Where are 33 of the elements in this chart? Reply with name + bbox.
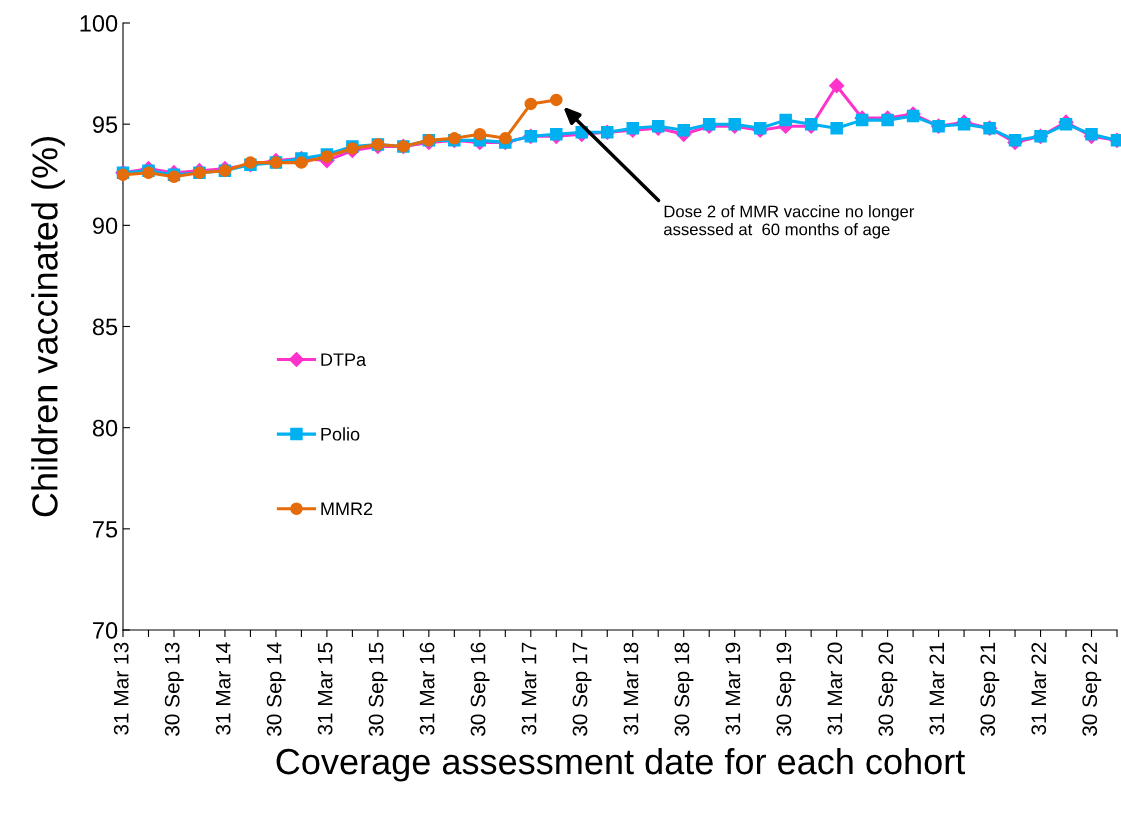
y-tick-label: 75 [93, 521, 118, 538]
x-tick-label: 31 Mar 17 [521, 642, 537, 735]
x-tick-label: 30 Sep 17 [572, 642, 592, 736]
y-axis-title: Children vaccinated (%) [31, 137, 65, 517]
x-tick-label: 30 Sep 22 [1082, 642, 1102, 736]
x-tick-label: 30 Sep 18 [674, 642, 694, 736]
x-tick-label: 31 Mar 21 [929, 642, 945, 735]
x-tick-label: 30 Sep 21 [980, 642, 1000, 736]
legend-label: Polio [321, 427, 360, 441]
x-tick-label: 30 Sep 15 [368, 642, 388, 736]
legend-label: DTPa [321, 353, 367, 366]
x-tick-label: 30 Sep 16 [470, 642, 490, 736]
x-tick-label: 31 Mar 20 [827, 642, 843, 735]
x-tick-label: 30 Sep 20 [878, 642, 898, 736]
y-tick-label: 80 [92, 419, 118, 437]
x-tick-label: 31 Mar 18 [623, 642, 639, 735]
y-tick-label: 100 [80, 15, 118, 32]
y-tick-label: 90 [92, 217, 118, 235]
annotation: Dose 2 of MMR vaccine no longer assessed at 60 months of age [664, 205, 915, 239]
x-tick-label: 30 Sep 19 [776, 642, 796, 736]
x-tick-label: 31 Mar 19 [725, 642, 741, 735]
y-tick-label: 85 [92, 318, 118, 336]
x-tick-label: 31 Mar 16 [419, 642, 435, 735]
x-tick-label: 31 Mar 22 [1031, 642, 1047, 735]
x-tick-label: 30 Sep 14 [266, 642, 286, 736]
x-tick-label: 31 Mar 13 [113, 642, 129, 735]
x-tick-label: 31 Mar 15 [317, 642, 333, 735]
x-axis-title: Coverage assessment date for each cohort [276, 747, 966, 782]
y-tick-label: 95 [92, 116, 118, 133]
y-tick-label: 70 [93, 622, 118, 639]
x-tick-label: 30 Sep 13 [164, 642, 184, 736]
x-tick-label: 31 Mar 14 [215, 642, 231, 735]
legend-label: MMR2 [321, 502, 373, 516]
